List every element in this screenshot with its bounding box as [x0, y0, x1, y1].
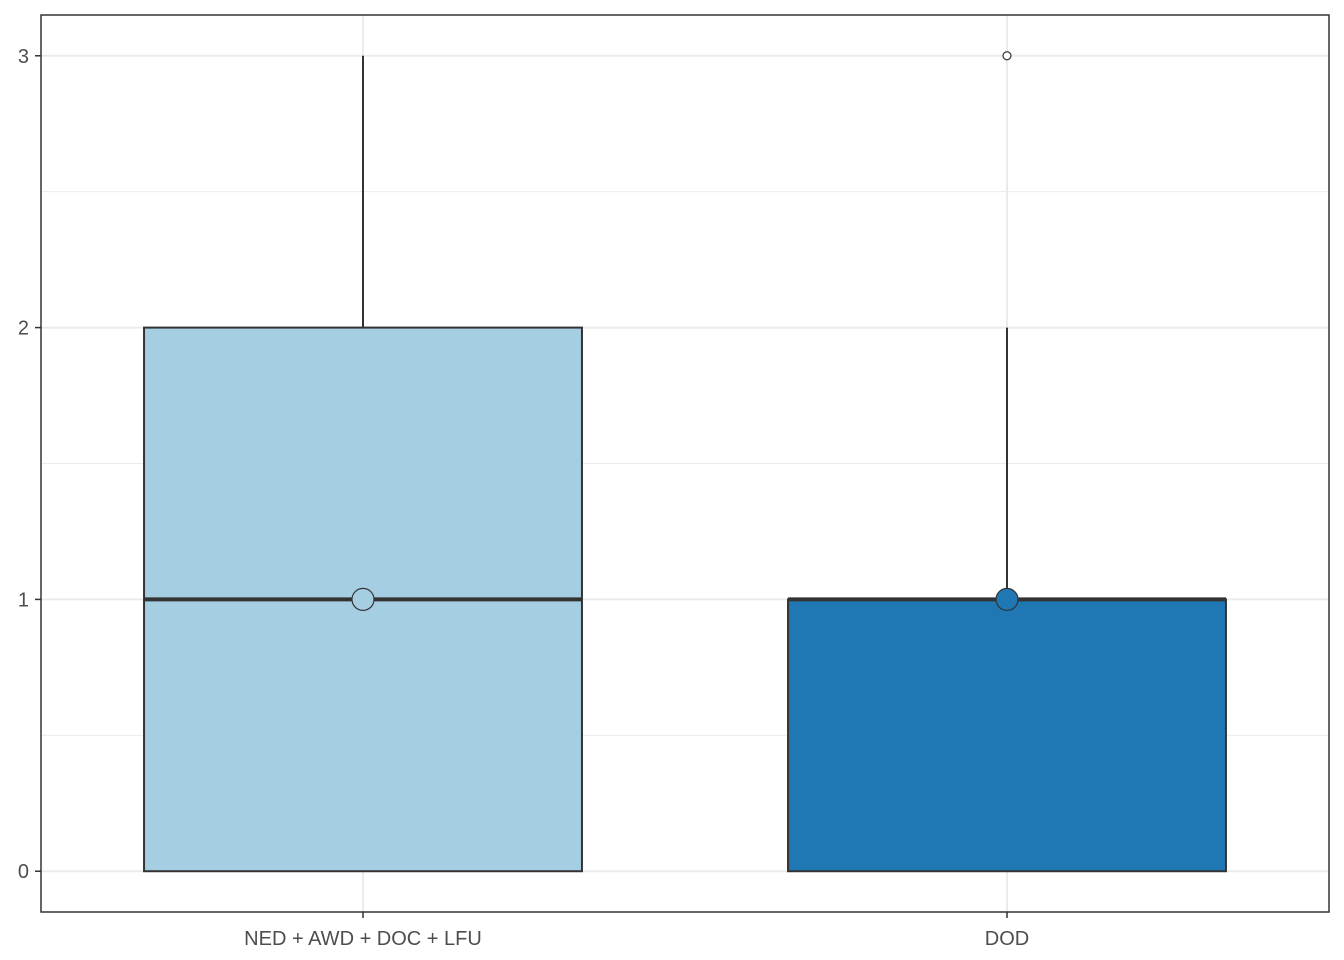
panel-border — [40, 14, 1330, 913]
mean-point — [995, 587, 1019, 612]
y-tick-label: 0 — [18, 861, 29, 883]
y-tick-label: 1 — [18, 589, 29, 611]
axes: 0 1 2 3 NED + AWD + DOC + LFU DOD — [18, 46, 1029, 950]
x-tick-label: NED + AWD + DOC + LFU — [244, 928, 482, 950]
outlier-point — [1002, 51, 1012, 61]
boxes — [143, 51, 1227, 873]
box — [787, 598, 1227, 873]
y-tick-label: 2 — [18, 318, 29, 340]
y-tick-label: 3 — [18, 46, 29, 68]
mean-point — [351, 587, 375, 612]
x-tick-label: DOD — [985, 928, 1029, 950]
